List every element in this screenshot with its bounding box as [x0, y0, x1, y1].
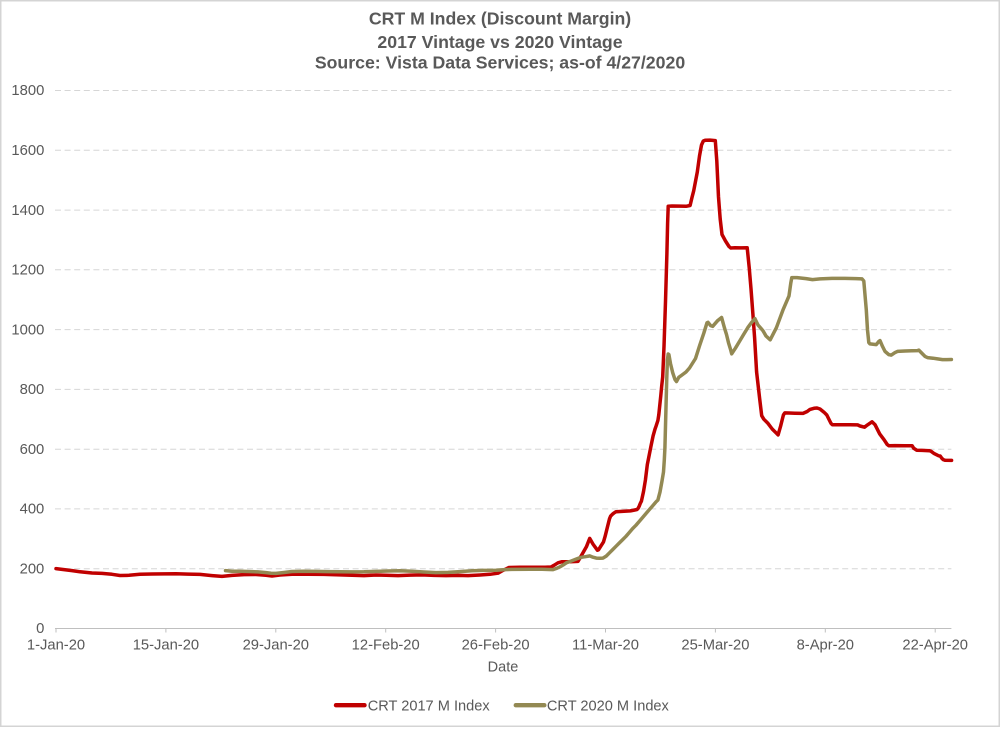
- svg-text:8-Apr-20: 8-Apr-20: [797, 637, 854, 653]
- svg-text:800: 800: [20, 382, 45, 398]
- svg-text:11-Mar-20: 11-Mar-20: [572, 637, 639, 653]
- svg-text:1200: 1200: [11, 263, 44, 279]
- svg-text:1000: 1000: [11, 322, 44, 338]
- svg-text:CRT 2020 M Index: CRT 2020 M Index: [547, 698, 670, 714]
- svg-text:600: 600: [20, 442, 45, 458]
- svg-text:1400: 1400: [11, 203, 44, 219]
- svg-text:0: 0: [36, 621, 44, 637]
- svg-text:400: 400: [20, 502, 45, 518]
- svg-text:CRT M Index (Discount Margin): CRT M Index (Discount Margin): [369, 9, 631, 29]
- svg-text:15-Jan-20: 15-Jan-20: [133, 637, 199, 653]
- svg-text:Source: Vista Data Services; a: Source: Vista Data Services; as-of 4/27/…: [315, 53, 685, 73]
- svg-text:2017 Vintage vs 2020 Vintage: 2017 Vintage vs 2020 Vintage: [377, 32, 622, 52]
- svg-text:1600: 1600: [11, 143, 44, 159]
- svg-text:CRT 2017 M Index: CRT 2017 M Index: [368, 698, 491, 714]
- svg-text:25-Mar-20: 25-Mar-20: [681, 637, 749, 653]
- svg-text:26-Feb-20: 26-Feb-20: [462, 637, 530, 653]
- svg-text:200: 200: [20, 561, 45, 577]
- svg-text:1-Jan-20: 1-Jan-20: [27, 637, 85, 653]
- svg-text:1800: 1800: [11, 83, 44, 99]
- svg-text:12-Feb-20: 12-Feb-20: [352, 637, 420, 653]
- svg-text:29-Jan-20: 29-Jan-20: [243, 637, 309, 653]
- svg-text:22-Apr-20: 22-Apr-20: [902, 637, 968, 653]
- svg-text:Date: Date: [488, 660, 519, 676]
